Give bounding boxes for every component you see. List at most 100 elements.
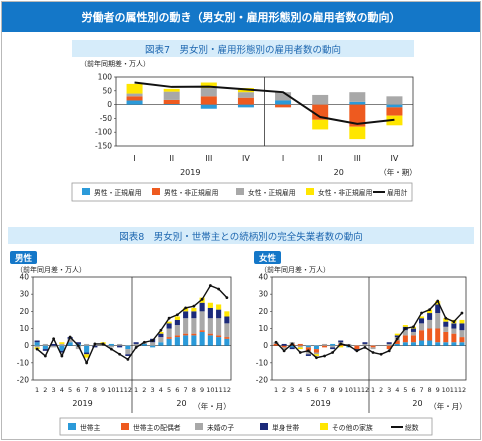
fig7-y-tick-1: 50 [102, 86, 112, 95]
fig8-female-bar-1-19 [427, 328, 433, 341]
fig8-male-x-unit-label: （年・月） [193, 401, 231, 411]
fig8-male-x-tick-3: 4 [60, 386, 64, 394]
fig8-female-bar-3-11 [362, 342, 368, 344]
fig8-male-bar-2-3 [59, 343, 65, 346]
fig8-female-bar-1-6 [322, 345, 328, 348]
fig8-male-bar-3-23 [224, 316, 230, 324]
fig8-male-bar-0-20 [199, 331, 205, 346]
fig8-male-bar-4-16 [166, 321, 172, 324]
fig8-male-bar-0-9 [108, 343, 114, 346]
fig8-male-y-tick-6: -20 [17, 376, 29, 385]
fig8-female-bar-3-22 [451, 323, 457, 329]
fig8-female-bar-0-21 [443, 342, 449, 346]
fig8-female-bar-2-23 [459, 330, 465, 338]
fig7-bar-1-6 [349, 104, 366, 127]
fig8-legend-swatch-3 [260, 423, 268, 430]
fig8-female-total-point-7 [331, 351, 335, 354]
fig8-male-y-tick-0: 40 [19, 273, 29, 282]
fig7-bar-1-0 [126, 96, 143, 101]
fig8-female-total-point-23 [460, 311, 464, 315]
fig8-female-bar-4-5 [313, 354, 319, 356]
fig8-male-bar-3-17 [174, 319, 180, 326]
fig7-y-tick-4: -100 [95, 128, 112, 137]
fig8-male-bar-2-1 [42, 343, 48, 346]
fig7-x-unit-label: （年・期） [379, 167, 417, 177]
fig8-male-bar-0-6 [84, 345, 90, 353]
fig8-male-bar-1-22 [216, 335, 222, 338]
fig8-female-bar-1-22 [451, 333, 457, 343]
fig8-female-x-tick-3: 4 [298, 386, 302, 394]
fig8-female-x-tick-2: 3 [290, 386, 294, 394]
fig8-male-bar-3-7 [92, 345, 98, 348]
fig8-male-bar-0-18 [183, 335, 189, 346]
fig7-bar-0-1 [163, 104, 180, 105]
fig8-female-total-point-10 [355, 349, 359, 353]
fig7-bar-3-1 [163, 88, 180, 92]
fig8-female-x-tick-13: 2 [379, 386, 383, 394]
fig8-male-x-tick-0: 1 [35, 386, 39, 394]
fig8-female-bar-2-3 [297, 345, 303, 348]
fig8-female-bar-3-14 [386, 342, 392, 344]
fig8-female-bar-2-14 [386, 343, 392, 346]
fig8-female-x-tick-4: 5 [306, 386, 310, 394]
fig8-male-bar-0-19 [191, 335, 197, 346]
fig8-female-bar-3-23 [459, 323, 465, 331]
fig8-male-y-tick-5: -10 [17, 358, 29, 367]
fig8-male-bar-3-15 [158, 333, 164, 338]
fig8-male-x-tick-22: 11 [214, 386, 222, 394]
fig8-male-bar-2-11 [125, 349, 131, 355]
figure7-caption: 図表7 男女別・雇用形態別の雇用者数の動向 [72, 40, 414, 57]
fig7-x-tick-1: II [169, 154, 174, 163]
fig8-female-bar-2-20 [435, 313, 441, 329]
fig8-female-total-point-1 [282, 349, 286, 353]
fig8-female-bar-2-21 [443, 326, 449, 332]
fig8-female-total-point-18 [420, 311, 423, 315]
fig8-female-y-tick-1: 30 [258, 290, 268, 299]
fig8-male-bar-3-20 [199, 302, 205, 312]
fig7-y-tick-0: 100 [98, 73, 113, 82]
fig8-male-x-tick-12: 1 [134, 386, 138, 394]
fig8-female-bar-1-10 [354, 345, 360, 350]
fig8-male-bar-3-2 [51, 343, 57, 346]
fig8-female-total-point-4 [306, 349, 310, 353]
fig8-female-bar-2-4 [305, 350, 311, 355]
fig7-legend-swatch-0 [82, 188, 90, 195]
fig7-total-line [134, 81, 395, 125]
fig8-female-x-tick-5: 6 [314, 386, 318, 394]
fig8-female-total-point-9 [347, 344, 351, 348]
fig8-female-total-point-19 [428, 308, 432, 312]
fig7-x-tick-0: I [133, 154, 135, 163]
fig8-male-bar-3-21 [207, 307, 213, 319]
fig8-male-total-point-20 [200, 297, 204, 301]
fig8-female-title: 女性 [259, 253, 277, 264]
fig7-x-tick-2: III [205, 154, 212, 163]
fig8-female-bar-4-19 [427, 309, 433, 314]
fig7-bar-0-7 [386, 104, 403, 108]
fig8-male-bar-0-0 [34, 342, 40, 346]
fig8-female-bar-0-17 [410, 342, 416, 346]
fig8-male-y-tick-2: 20 [19, 307, 29, 316]
fig8-female-bar-3-19 [427, 313, 433, 320]
fig8-male-bar-1-23 [224, 337, 230, 339]
fig8-male-title: 男性 [15, 253, 33, 264]
fig8-female-y-tick-6: -20 [256, 376, 268, 385]
fig8-female-bar-4-8 [338, 345, 344, 348]
fig7-bar-2-6 [349, 92, 366, 102]
fig8-male-bar-0-4 [67, 342, 73, 346]
fig8-male-y-tick-3: 10 [19, 324, 29, 333]
fig8-male-total-point-0 [35, 347, 39, 351]
fig8-female-bar-1-16 [402, 335, 408, 343]
fig8-male-bar-2-5 [75, 345, 81, 350]
fig8-male-bar-2-10 [117, 343, 123, 346]
fig8-male-bar-1-19 [191, 333, 197, 336]
fig8-male-bar-4-21 [207, 302, 213, 308]
fig8-male-total-point-14 [151, 339, 155, 342]
fig8-female-bar-2-5 [313, 352, 319, 355]
fig8-male-x-tick-19: 8 [192, 386, 196, 394]
fig8-male-bar-1-17 [174, 335, 180, 338]
fig8-male-bar-1-18 [183, 333, 189, 336]
fig8-male-bar-2-19 [191, 318, 197, 334]
fig8-legend-box [59, 417, 433, 436]
fig8-male-bar-2-4 [67, 338, 73, 343]
fig7-bar-2-3 [237, 92, 254, 98]
